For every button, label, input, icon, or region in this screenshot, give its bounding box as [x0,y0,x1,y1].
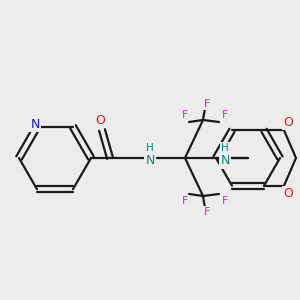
Text: O: O [95,113,105,127]
Text: N: N [220,154,230,167]
Text: O: O [283,116,293,129]
Text: F: F [222,110,228,120]
Text: F: F [204,207,210,217]
Text: H: H [146,143,154,153]
Text: F: F [182,196,188,206]
Text: O: O [283,187,293,200]
Text: F: F [222,196,228,206]
Text: N: N [145,154,155,167]
Text: F: F [204,99,210,109]
Text: N: N [30,118,40,131]
Text: F: F [182,110,188,120]
Text: H: H [221,143,229,153]
